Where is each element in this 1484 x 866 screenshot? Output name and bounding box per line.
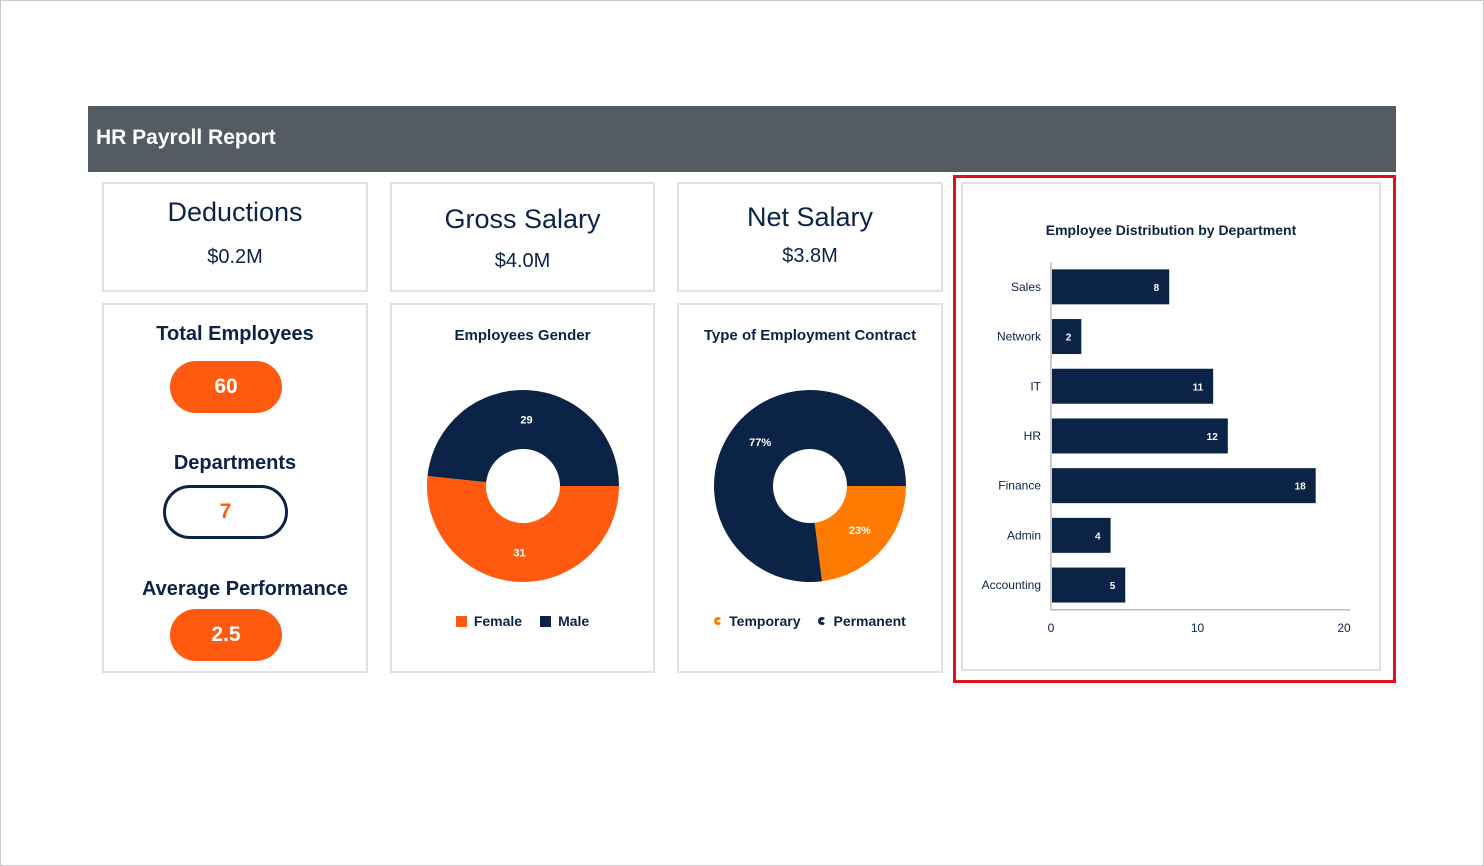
departments-badge: 7 (163, 485, 288, 539)
category-label-it: IT (1030, 379, 1041, 393)
legend-item-female: Female (455, 613, 523, 629)
gross-salary-label: Gross Salary (444, 204, 601, 234)
contract-donut-chart: 23% 77% (714, 390, 906, 582)
x-tick-label-0: 0 (1048, 621, 1055, 635)
deductions-label: Deductions (167, 197, 303, 227)
category-label-finance: Finance (998, 479, 1041, 493)
permanent-swatch (818, 617, 827, 625)
gender-slice-male (427, 389, 619, 486)
department-bar-chart: Sales 8 Network 2 IT 11 HR 12 Finance 18 Admin 4 Acc… (982, 262, 1351, 635)
bar-accounting (1052, 567, 1126, 603)
value-label-finance: 18 (1295, 482, 1307, 493)
gender-slice-female (427, 475, 619, 582)
category-label-admin: Admin (1007, 528, 1041, 542)
value-label-admin: 4 (1095, 531, 1101, 542)
department-chart-title: Employee Distribution by Department (1045, 222, 1297, 238)
legend-item-temporary: Temporary (714, 613, 800, 629)
gender-chart-title: Employees Gender (454, 327, 591, 344)
bar-finance (1052, 468, 1316, 504)
bar-it (1052, 368, 1214, 404)
department-chart-card: Employee Distribution by Department Sale… (961, 182, 1381, 671)
gender-label-male: 29 (520, 415, 532, 427)
average-performance-badge: 2.5 (170, 609, 282, 661)
bar-sales (1052, 269, 1170, 305)
selection-highlight (953, 175, 1396, 683)
x-tick-label-1: 10 (1191, 621, 1205, 635)
deductions-value: $0.2M (207, 246, 263, 268)
value-label-it: 11 (1193, 382, 1204, 393)
value-label-hr: 12 (1207, 432, 1219, 443)
legend-label-permanent: Permanent (833, 613, 906, 629)
female-swatch (455, 615, 467, 627)
total-employees-badge: 60 (170, 361, 282, 413)
gender-legend: Female Male (392, 613, 653, 629)
gender-label-female: 31 (513, 547, 525, 559)
gross-salary-card: Gross Salary $4.0M (390, 182, 655, 292)
value-label-accounting: 5 (1110, 581, 1116, 592)
report-title: HR Payroll Report (96, 126, 276, 149)
stats-card: Total Employees 60 Departments 7 Average… (102, 303, 368, 673)
category-label-network: Network (997, 330, 1042, 344)
net-salary-value: $3.8M (782, 245, 838, 267)
net-salary-label: Net Salary (746, 202, 874, 232)
legend-label-temporary: Temporary (729, 613, 801, 629)
contract-label-temporary: 23% (849, 525, 871, 537)
value-label-network: 2 (1066, 333, 1072, 344)
gender-chart-card: Employees Gender 31 29 Female Male (390, 303, 655, 673)
bar-admin (1052, 517, 1111, 553)
bar-hr (1052, 418, 1228, 454)
gross-salary-value: $4.0M (494, 250, 551, 272)
net-salary-card: Net Salary $3.8M (677, 182, 943, 292)
legend-label-female: Female (473, 613, 523, 629)
total-employees-label: Total Employees (156, 323, 314, 345)
contract-chart-title: Type of Employment Contract (703, 327, 917, 344)
contract-slice-permanent (714, 390, 906, 582)
legend-label-male: Male (558, 613, 590, 629)
report-header: HR Payroll Report (88, 106, 1396, 172)
temporary-swatch (714, 617, 723, 625)
value-label-sales: 8 (1154, 283, 1160, 294)
deductions-card: Deductions $0.2M (102, 182, 368, 292)
category-label-accounting: Accounting (982, 578, 1041, 592)
category-label-sales: Sales (1011, 280, 1041, 294)
average-performance-label: Average Performance (141, 578, 349, 600)
contract-chart-card: Type of Employment Contract 23% 77% Tempo… (677, 303, 943, 673)
contract-legend: Temporary Permanent (679, 613, 941, 629)
legend-item-permanent: Permanent (818, 613, 906, 629)
departments-label: Departments (173, 452, 297, 474)
contract-label-permanent: 77% (749, 437, 771, 449)
category-label-hr: HR (1024, 429, 1042, 443)
x-tick-label-2: 20 (1337, 621, 1351, 635)
legend-item-male: Male (540, 613, 589, 629)
contract-slice-temporary (814, 486, 906, 582)
male-swatch (540, 615, 552, 627)
bar-network (1052, 319, 1082, 355)
gender-donut-chart: 31 29 (427, 389, 619, 582)
